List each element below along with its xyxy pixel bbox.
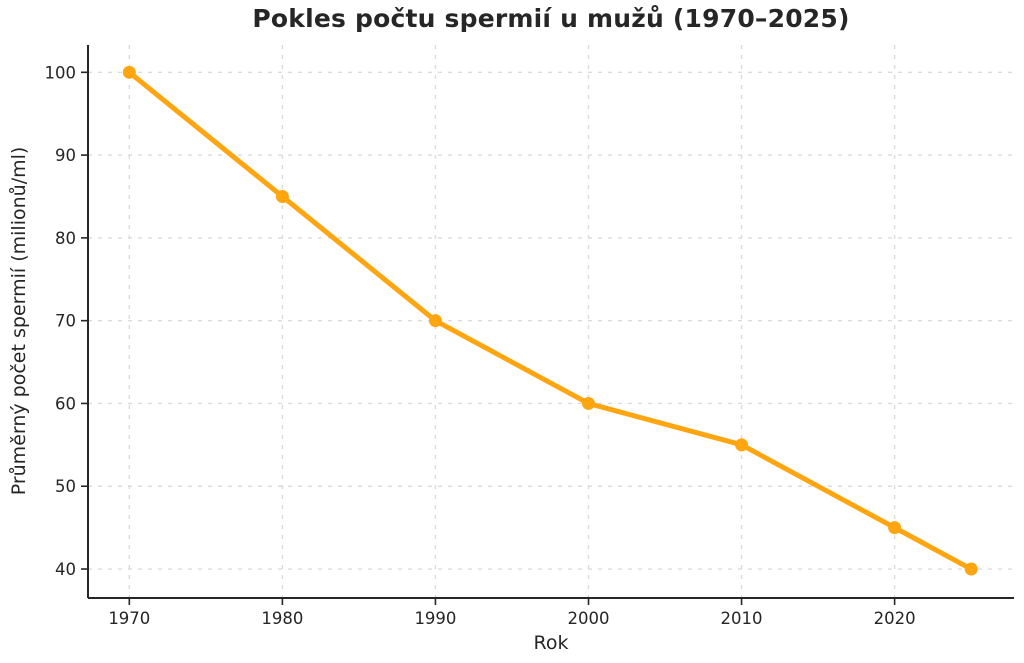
data-point — [275, 189, 289, 203]
x-tick-label: 1970 — [108, 609, 150, 628]
y-tick-label: 100 — [45, 63, 77, 82]
x-tick-label: 2020 — [874, 609, 916, 628]
x-tick-label: 1990 — [414, 609, 456, 628]
data-point — [428, 314, 442, 328]
data-point — [735, 438, 749, 452]
y-tick-label: 50 — [55, 477, 76, 496]
y-tick-label: 40 — [55, 560, 76, 579]
data-point — [122, 65, 136, 79]
y-tick-label: 60 — [55, 394, 76, 413]
y-tick-label: 90 — [55, 146, 76, 165]
x-tick-label: 2010 — [721, 609, 763, 628]
data-point — [581, 396, 595, 410]
x-axis-label: Rok — [533, 632, 569, 654]
data-point — [888, 521, 902, 535]
chart-title: Pokles počtu spermií u mužů (1970–2025) — [252, 4, 850, 33]
y-tick-label: 80 — [55, 229, 76, 248]
x-tick-label: 2000 — [567, 609, 609, 628]
x-tick-label: 1980 — [261, 609, 303, 628]
y-tick-label: 70 — [55, 312, 76, 331]
data-point — [964, 562, 978, 576]
